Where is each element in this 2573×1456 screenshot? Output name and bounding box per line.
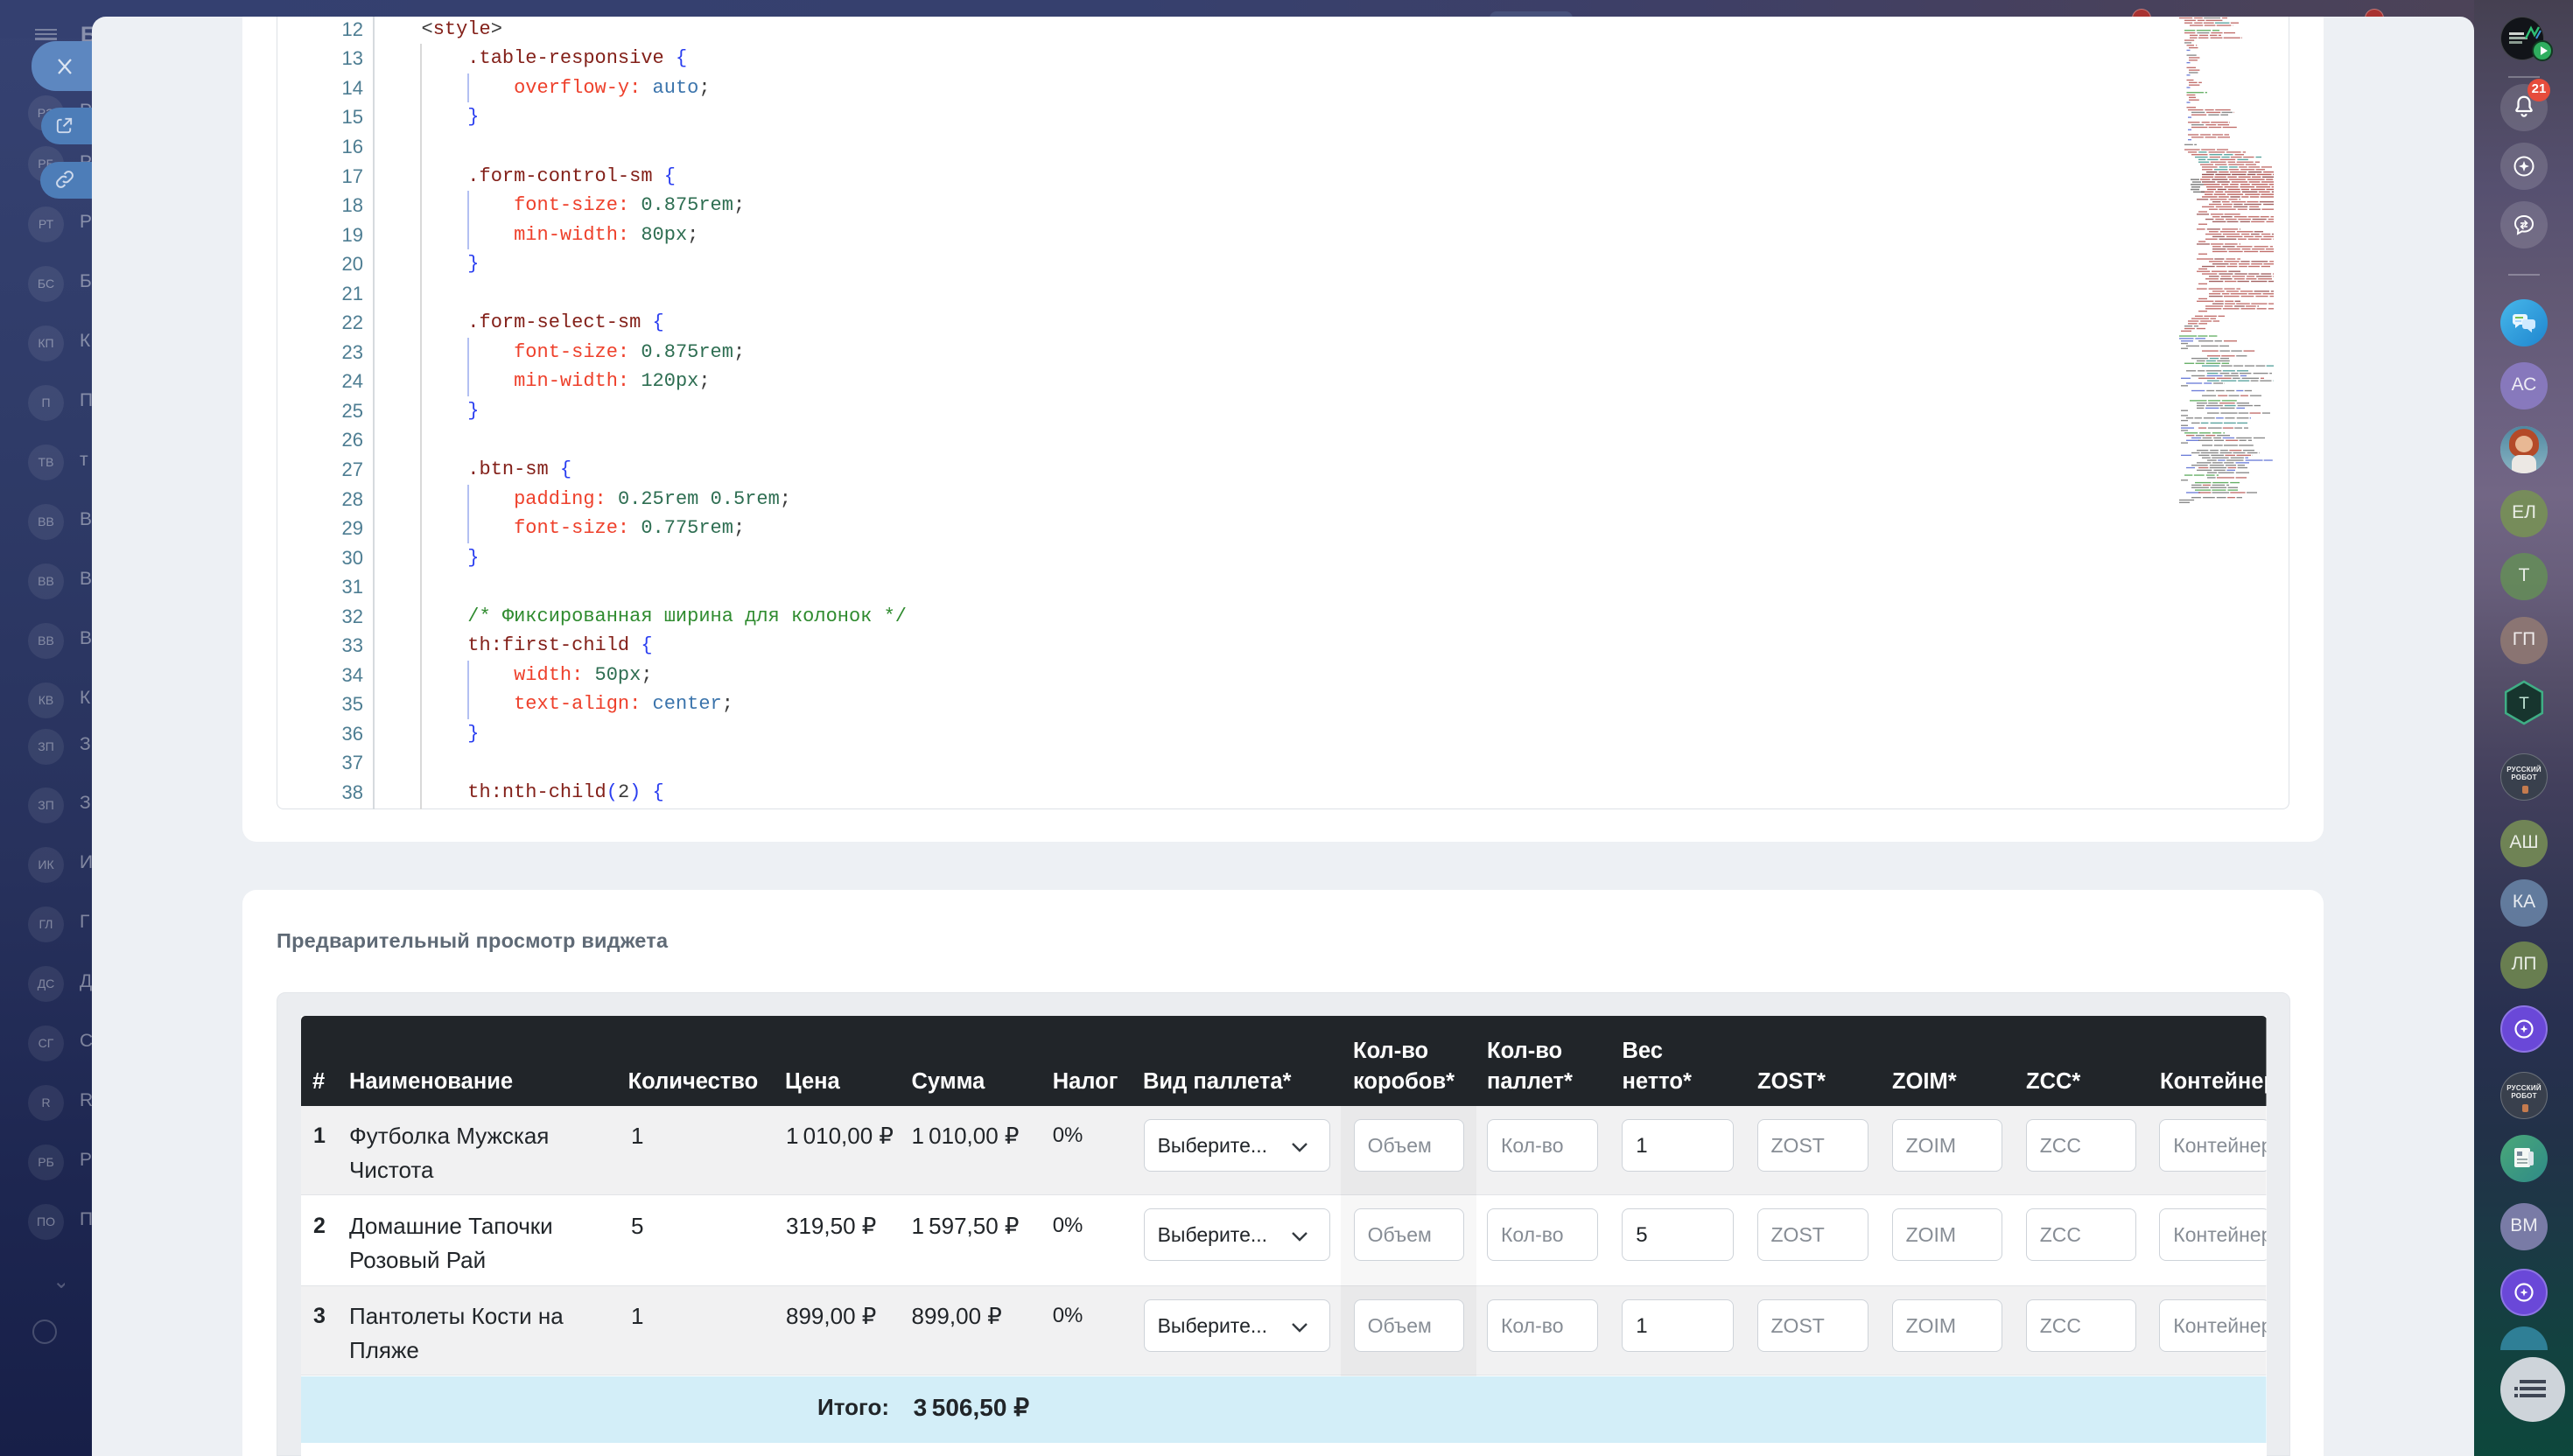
svg-text:Т: Т bbox=[2519, 695, 2529, 713]
